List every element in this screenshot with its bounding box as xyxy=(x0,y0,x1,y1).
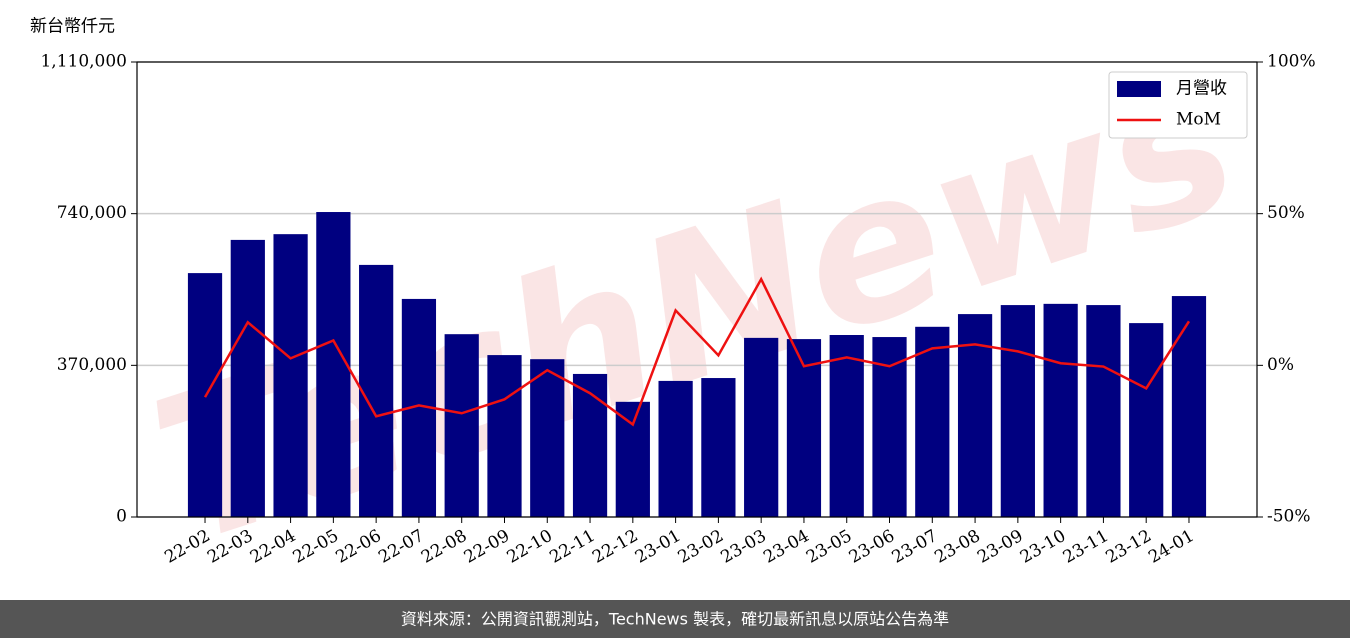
bar xyxy=(1171,296,1207,517)
x-tick-label: 22-10 xyxy=(504,526,556,568)
line xyxy=(203,276,1191,427)
bar xyxy=(572,373,608,517)
bar xyxy=(444,334,479,517)
y-tick-label: 370,000 xyxy=(57,355,127,375)
x-tick-label: 22-12 xyxy=(589,526,641,568)
bar xyxy=(1086,305,1121,517)
x-tick-label: 23-11 xyxy=(1060,526,1112,568)
x-tick-label: 23-10 xyxy=(1017,526,1069,568)
legend-label: MoM xyxy=(1176,110,1221,130)
legend-label: 月營收 xyxy=(1176,79,1227,99)
bar xyxy=(701,378,736,517)
bar xyxy=(658,380,693,517)
legend-swatch xyxy=(1117,81,1161,97)
y2-tick-label: -50% xyxy=(1267,507,1311,527)
bar xyxy=(786,339,822,517)
bar xyxy=(230,239,265,518)
bar xyxy=(1000,305,1035,517)
x-tick-label: 22-07 xyxy=(375,526,427,568)
x-tick-label: 23-01 xyxy=(632,526,684,568)
y2-tick-label: 50% xyxy=(1267,203,1305,223)
bar xyxy=(273,234,308,517)
footer-bar xyxy=(0,600,1350,638)
x-tick-label: 23-04 xyxy=(760,526,812,568)
bar xyxy=(487,355,522,517)
bar xyxy=(957,314,993,517)
y2-tick-label: 0% xyxy=(1267,355,1294,375)
y-axis-label: 新台幣仟元 xyxy=(30,17,115,37)
x-tick-label: 23-08 xyxy=(931,526,983,568)
x-tick-label: 23-06 xyxy=(846,526,898,568)
x-tick-label: 23-02 xyxy=(675,526,727,568)
x-tick-label: 22-09 xyxy=(461,526,513,568)
x-tick-label: 23-03 xyxy=(717,526,769,568)
y-tick-label: 1,110,000 xyxy=(40,52,127,72)
bar xyxy=(744,337,779,517)
legend: 月營收 MoM xyxy=(1108,71,1248,139)
plot-frame xyxy=(136,61,1258,518)
bar xyxy=(915,326,950,517)
bar xyxy=(359,264,394,517)
bar xyxy=(829,335,864,517)
x-tick-label: 24-01 xyxy=(1145,526,1197,568)
bar xyxy=(615,401,650,517)
x-tick-label: 23-07 xyxy=(889,526,941,568)
y2-tick-label: 100% xyxy=(1267,52,1316,72)
y-tick-label: 740,000 xyxy=(57,203,127,223)
x-tick-label: 23-12 xyxy=(1102,526,1154,568)
bar xyxy=(1129,323,1164,517)
y-tick-label: 0 xyxy=(116,507,127,527)
x-tick-label: 23-09 xyxy=(974,526,1026,568)
bar xyxy=(1043,303,1078,517)
bar xyxy=(316,212,351,517)
bar xyxy=(530,359,565,517)
x-tick-label: 23-05 xyxy=(803,526,855,568)
source-note: 資料來源：公開資訊觀測站，TechNews 製表，確切最新訊息以原站公告為準 xyxy=(401,610,949,629)
x-tick-label: 22-08 xyxy=(418,526,470,568)
x-tick-label: 22-11 xyxy=(546,526,598,568)
